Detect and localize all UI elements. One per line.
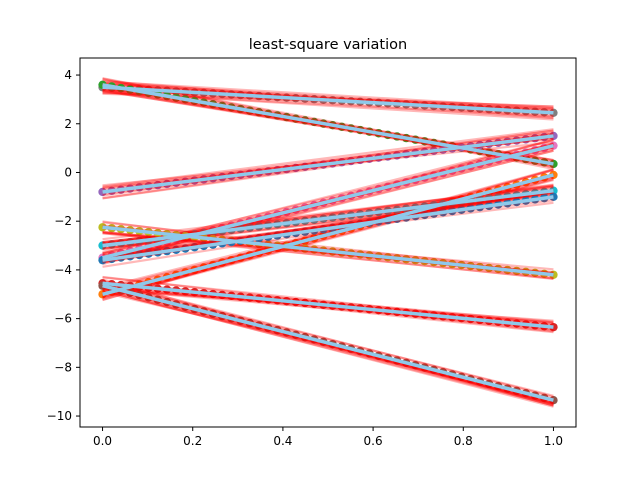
variation-line — [102, 281, 554, 397]
series-group — [98, 278, 558, 408]
fit-line — [102, 83, 554, 166]
variation-line — [102, 149, 554, 263]
fit-line — [102, 195, 554, 262]
variation-line — [102, 279, 554, 398]
x-tick-label: 1.0 — [544, 434, 563, 448]
variation-line — [102, 289, 554, 407]
variation-line — [102, 221, 554, 274]
data-point — [549, 108, 558, 118]
axes-frame — [79, 57, 577, 428]
fit-line — [102, 173, 554, 296]
variation-line — [102, 276, 554, 326]
y-tick-label: −2 — [54, 214, 72, 228]
y-tick-label: −4 — [54, 263, 72, 277]
variation-line — [102, 286, 554, 405]
y-tick-label: 2 — [64, 117, 72, 131]
variation-line — [102, 284, 554, 334]
x-tick-label: 0.8 — [454, 434, 473, 448]
variation-line — [102, 168, 554, 295]
variation-line — [102, 149, 554, 265]
variation-line — [102, 190, 554, 259]
chart-title: least-square variation — [249, 37, 407, 53]
x-tick-label: 0.6 — [364, 434, 383, 448]
variation-line — [102, 87, 554, 167]
variation-line — [102, 128, 554, 188]
y-tick-label: −8 — [54, 360, 72, 374]
variation-line — [102, 286, 554, 405]
fit-line — [102, 85, 554, 115]
variation-line — [102, 80, 554, 110]
variation-line — [102, 84, 554, 112]
variation-line — [102, 81, 554, 112]
y-axis: −10 −8 −6 −4 −2 0 2 4 — [47, 68, 80, 423]
y-tick-label: 4 — [64, 68, 72, 82]
fit-line — [102, 284, 554, 402]
variation-line — [102, 146, 554, 263]
y-tick-label: −6 — [54, 312, 72, 326]
y-tick-label: 0 — [64, 165, 72, 179]
x-axis: 0.0 0.2 0.4 0.6 0.8 1.0 — [93, 427, 563, 448]
variation-line — [102, 191, 554, 259]
variation-line — [102, 87, 554, 120]
x-tick-label: 0.0 — [93, 434, 112, 448]
fit-line — [102, 225, 554, 277]
fit-line — [102, 134, 554, 194]
fit-line — [102, 143, 554, 260]
x-tick-label: 0.2 — [183, 434, 202, 448]
fit-line — [102, 281, 554, 329]
series-layer — [98, 77, 558, 408]
variation-line — [102, 131, 554, 189]
variation-line — [102, 287, 554, 406]
variation-line — [102, 289, 554, 408]
variation-line — [102, 289, 554, 404]
y-tick-label: −10 — [47, 409, 72, 423]
x-tick-label: 0.4 — [273, 434, 292, 448]
